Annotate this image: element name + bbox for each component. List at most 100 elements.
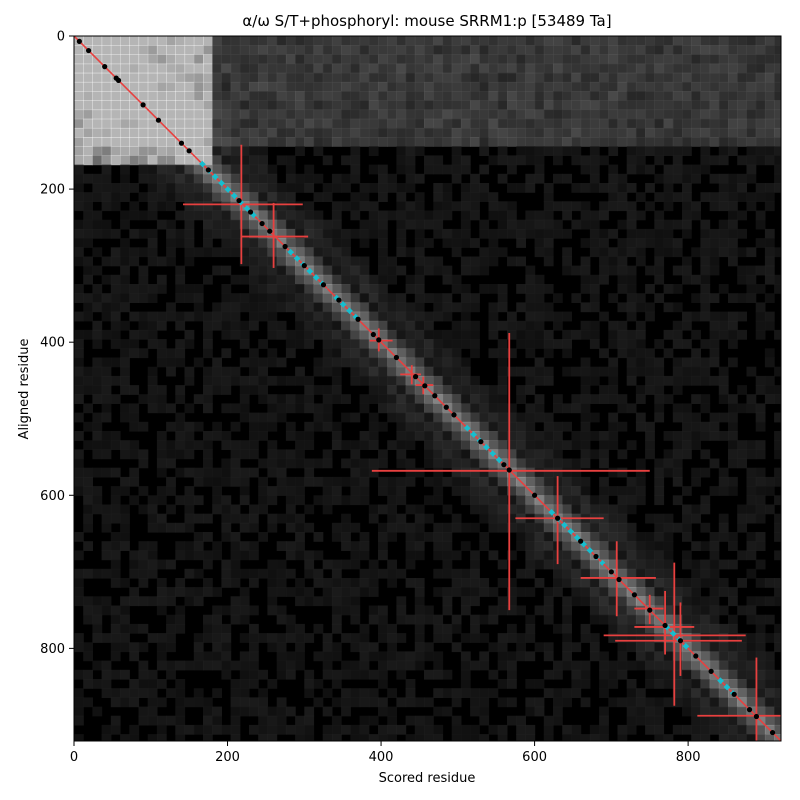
heatmap-cell — [774, 54, 781, 65]
heatmap-cell — [507, 715, 517, 726]
heatmap-cell — [295, 247, 305, 258]
heatmap-cell — [571, 403, 582, 414]
heatmap-cell — [74, 697, 84, 708]
heatmap-cell — [175, 421, 186, 432]
heatmap-cell — [313, 81, 324, 92]
heatmap-cell — [414, 532, 425, 542]
data-point — [355, 316, 361, 322]
heatmap-cell — [663, 541, 674, 551]
heatmap-cell — [184, 63, 195, 74]
heatmap-cell — [396, 724, 407, 735]
heatmap-cell — [304, 320, 315, 331]
heatmap-cell — [507, 458, 517, 469]
heatmap-cell — [120, 522, 130, 533]
heatmap-cell — [212, 127, 222, 138]
heatmap-cell — [543, 412, 554, 423]
heatmap-cell — [258, 697, 268, 708]
heatmap-cell — [184, 467, 195, 478]
heatmap-cell — [230, 421, 241, 432]
heatmap-cell — [295, 238, 305, 248]
heatmap-cell — [424, 311, 434, 322]
heatmap-cell — [470, 118, 480, 129]
heatmap-cell — [635, 495, 646, 506]
heatmap-cell — [322, 706, 333, 717]
heatmap-cell — [700, 623, 711, 634]
heatmap-cell — [442, 458, 453, 469]
heatmap-cell — [709, 339, 720, 349]
heatmap-cell — [378, 118, 388, 129]
heatmap-cell — [92, 247, 103, 258]
heatmap-cell — [129, 440, 140, 450]
heatmap-cell — [516, 183, 526, 193]
heatmap-cell — [276, 403, 287, 414]
heatmap-cell — [304, 247, 315, 258]
heatmap-cell — [120, 146, 130, 156]
heatmap-cell — [322, 183, 333, 193]
heatmap-cell — [525, 63, 536, 74]
heatmap-cell — [101, 440, 112, 450]
heatmap-cell — [258, 715, 268, 726]
heatmap-cell — [138, 118, 149, 129]
heatmap-cell — [175, 72, 186, 83]
heatmap-cell — [74, 329, 84, 340]
heatmap-cell — [129, 449, 140, 460]
heatmap-cell — [433, 164, 444, 175]
heatmap-cell — [737, 513, 747, 524]
heatmap-cell — [543, 486, 554, 496]
heatmap-cell — [331, 329, 342, 340]
heatmap-cell — [101, 403, 112, 414]
heatmap-cell — [599, 63, 609, 74]
heatmap-cell — [460, 679, 471, 689]
heatmap-cell — [221, 375, 232, 386]
heatmap-cell — [672, 495, 683, 506]
heatmap-cell — [663, 596, 674, 607]
heatmap-cell — [110, 284, 121, 294]
heatmap-cell — [120, 513, 130, 524]
heatmap-cell — [203, 532, 213, 542]
heatmap-cell — [156, 192, 167, 202]
heatmap-cell — [405, 476, 416, 487]
heatmap-cell — [350, 614, 361, 625]
heatmap-cell — [322, 219, 333, 230]
data-point — [140, 102, 146, 108]
heatmap-cell — [313, 118, 324, 129]
heatmap-cell — [166, 118, 176, 129]
heatmap-cell — [755, 329, 766, 340]
heatmap-cell — [746, 550, 757, 561]
heatmap-cell — [543, 192, 554, 202]
heatmap-cell — [184, 164, 195, 175]
heatmap-cell — [285, 201, 296, 212]
heatmap-cell — [267, 329, 278, 340]
heatmap-cell — [553, 440, 563, 450]
heatmap-cell — [83, 329, 93, 340]
heatmap-cell — [387, 357, 397, 368]
heatmap-cell — [414, 403, 425, 414]
heatmap-cell — [368, 228, 379, 239]
heatmap-cell — [460, 63, 471, 74]
heatmap-cell — [525, 137, 536, 147]
heatmap-cell — [617, 394, 628, 404]
heatmap-cell — [691, 578, 701, 588]
heatmap-cell — [488, 228, 499, 239]
heatmap-cell — [239, 605, 250, 616]
heatmap-cell — [654, 486, 665, 496]
heatmap-cell — [341, 348, 351, 359]
highlight-segment — [333, 294, 360, 321]
heatmap-cell — [433, 458, 444, 469]
heatmap-cell — [433, 449, 444, 460]
heatmap-cell — [737, 403, 747, 414]
heatmap-cell — [203, 100, 213, 111]
heatmap-cell — [433, 495, 444, 506]
heatmap-cell — [663, 127, 674, 138]
heatmap-cell — [83, 265, 93, 276]
heatmap-cell — [728, 660, 738, 671]
heatmap-cell — [276, 467, 287, 478]
heatmap-cell — [184, 36, 195, 46]
heatmap-cell — [83, 476, 93, 487]
heatmap-cell — [359, 651, 370, 662]
heatmap-cell — [497, 357, 508, 368]
heatmap-cell — [83, 54, 93, 65]
heatmap-cell — [156, 458, 167, 469]
heatmap-cell — [83, 210, 93, 221]
heatmap-cell — [285, 256, 296, 267]
